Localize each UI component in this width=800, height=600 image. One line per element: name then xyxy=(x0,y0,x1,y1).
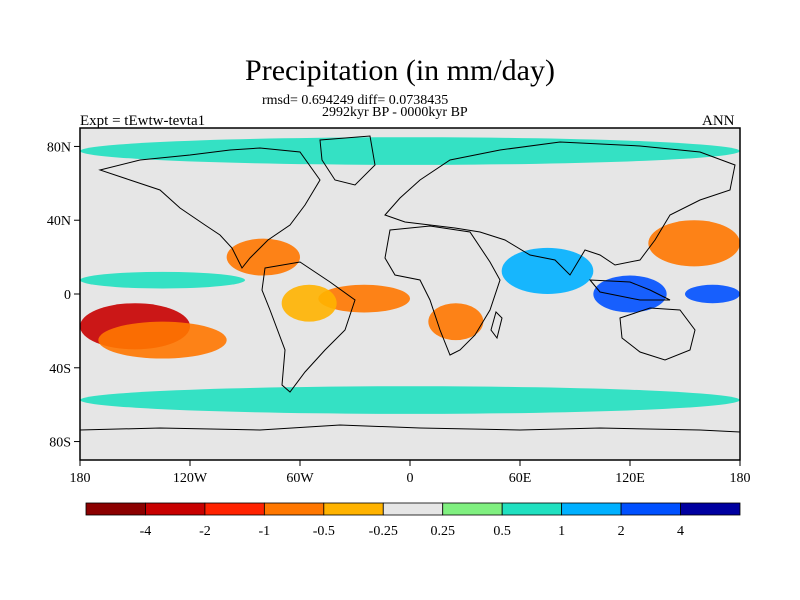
x-tick-label: 60E xyxy=(509,471,532,486)
anomaly-central-america-drying xyxy=(226,238,300,276)
colorbar-label: 1 xyxy=(558,524,565,539)
anomaly-arctic-wetting xyxy=(80,137,740,165)
colorbar-label: 4 xyxy=(677,524,684,539)
coastlines xyxy=(80,135,740,433)
anomaly-tropical-atlantic-drying xyxy=(318,284,410,313)
north-america-coastline xyxy=(98,147,321,269)
colorbar-label: -1 xyxy=(259,524,271,539)
colorbar-swatch xyxy=(501,502,563,516)
season-label: ANN xyxy=(702,113,735,129)
colorbar-swatch xyxy=(323,502,384,516)
chart-title: Precipitation (in mm/day) xyxy=(245,54,555,87)
colorbar-swatch xyxy=(263,502,325,516)
x-tick-label: 120E xyxy=(615,471,645,486)
maritime-continent-coastline xyxy=(588,279,671,301)
y-tick-label: 40N xyxy=(47,214,71,229)
anomaly-itcz-pacific-wetting xyxy=(80,271,245,289)
experiment-label: Expt = tEwtw-tevta1 xyxy=(80,113,206,129)
colorbar-swatch xyxy=(561,502,622,516)
y-tick-label: 40S xyxy=(49,362,71,377)
x-tick-label: 0 xyxy=(407,471,414,486)
greenland-coastline xyxy=(319,135,376,186)
y-tick-label: 80S xyxy=(49,436,71,451)
anomaly-indian-ocean-wetting xyxy=(501,247,594,294)
colorbar-label: 0.5 xyxy=(493,524,511,539)
colorbar-label: -2 xyxy=(199,524,211,539)
x-tick-label: 60W xyxy=(286,471,314,486)
colorbar-swatch xyxy=(145,502,206,516)
anomaly-pacific-equatorial-wetting xyxy=(685,284,740,304)
period-subtitle: 2992kyr BP - 0000kyr BP xyxy=(322,105,468,120)
eurasia-coastline xyxy=(384,141,736,276)
australia-coastline xyxy=(619,307,696,361)
colorbar-label: 2 xyxy=(618,524,625,539)
anomaly-amazon-drying xyxy=(281,284,337,322)
colorbar-swatch xyxy=(382,502,444,516)
colorbar-label: 0.25 xyxy=(430,524,455,539)
africa-coastline xyxy=(384,225,501,356)
x-tick-label: 180 xyxy=(730,471,751,486)
y-tick-label: 80N xyxy=(47,140,71,155)
colorbar-swatch xyxy=(620,502,681,516)
anomaly-maritime-continent-wetting xyxy=(593,275,667,313)
south-america-coastline xyxy=(261,261,356,393)
colorbar-swatch xyxy=(204,502,265,516)
madagascar-coastline xyxy=(490,311,503,340)
antarctica-coastline xyxy=(80,424,740,433)
colorbar-swatch xyxy=(85,502,146,516)
x-tick-label: 180 xyxy=(70,471,91,486)
colorbar-label: -4 xyxy=(140,524,152,539)
x-tick-label: 120W xyxy=(173,471,208,486)
colorbar-label: -0.25 xyxy=(369,524,398,539)
anomaly-southeast-pacific-drying-band xyxy=(98,321,227,359)
stats-subtitle: rmsd= 0.694249 diff= 0.0738435 xyxy=(262,93,449,108)
anomaly-west-pacific-drying xyxy=(648,220,740,267)
anomaly-southern-africa-drying xyxy=(428,303,484,341)
y-tick-label: 0 xyxy=(64,288,71,303)
colorbar-label: -0.5 xyxy=(313,524,335,539)
colorbar-swatch xyxy=(680,502,741,516)
anomaly-southern-ocean-wetting xyxy=(80,386,740,414)
colorbar-swatch xyxy=(442,502,503,516)
